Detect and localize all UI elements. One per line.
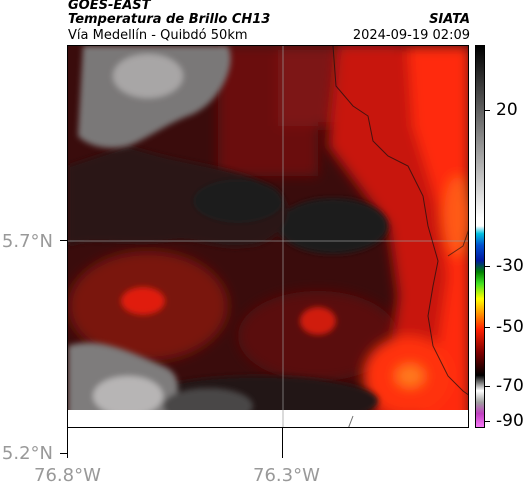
colorbar-gradient (476, 46, 484, 427)
tick-lon-right (282, 428, 283, 458)
tick-lat-top (60, 240, 67, 241)
longitude-label-right: 76.3°W (253, 465, 320, 486)
colorbar-tick-minus70 (485, 386, 490, 387)
hotspot-east-edge (444, 176, 468, 256)
colorbar-label-minus70: -70 (496, 376, 524, 396)
boundary-line (332, 46, 468, 396)
latitude-label-top: 5.7°N (1, 231, 53, 252)
tick-lat-bottom (60, 453, 67, 454)
colorbar-label-20: 20 (496, 100, 518, 120)
cloud-light-southwest (93, 376, 163, 416)
colorbar-label-minus30: -30 (496, 256, 524, 276)
patch-red-south (300, 307, 336, 335)
colorbar-tick-minus50 (485, 327, 490, 328)
cloud-light-northwest (113, 54, 183, 98)
temperature-colorbar (475, 45, 485, 428)
no-data-strip (68, 410, 468, 427)
region-bright-red-east (408, 46, 468, 427)
boundary-line-east (447, 230, 468, 257)
map-image (68, 46, 468, 427)
patch-red-west (121, 287, 165, 315)
colorbar-tick-minus30 (485, 266, 490, 267)
colorbar-label-minus50: -50 (496, 317, 524, 337)
latitude-label-bottom: 5.2°N (1, 443, 53, 464)
product-title: Temperatura de Brillo CH13 (68, 12, 271, 27)
region-red-south (238, 291, 398, 381)
boundary-line-south (348, 415, 354, 427)
tick-lon-left (67, 428, 68, 458)
timestamp-label: 2024-09-19 02:09 (352, 28, 470, 43)
brightness-temperature-map[interactable] (67, 45, 469, 428)
organization-label: SIATA (429, 12, 470, 27)
hotspot-orange (396, 365, 424, 387)
cloud-dark-mid (193, 179, 283, 223)
longitude-label-left: 76.8°W (34, 465, 101, 486)
colorbar-tick-20 (485, 110, 490, 111)
region-subtitle: Vía Medellín - Quibdó 50km (68, 28, 248, 43)
colorbar-label-minus90: -90 (496, 411, 524, 431)
colorbar-tick-minus90 (485, 421, 490, 422)
satellite-title: GOES-EAST (68, 0, 151, 13)
cloud-cold-center (278, 198, 388, 254)
